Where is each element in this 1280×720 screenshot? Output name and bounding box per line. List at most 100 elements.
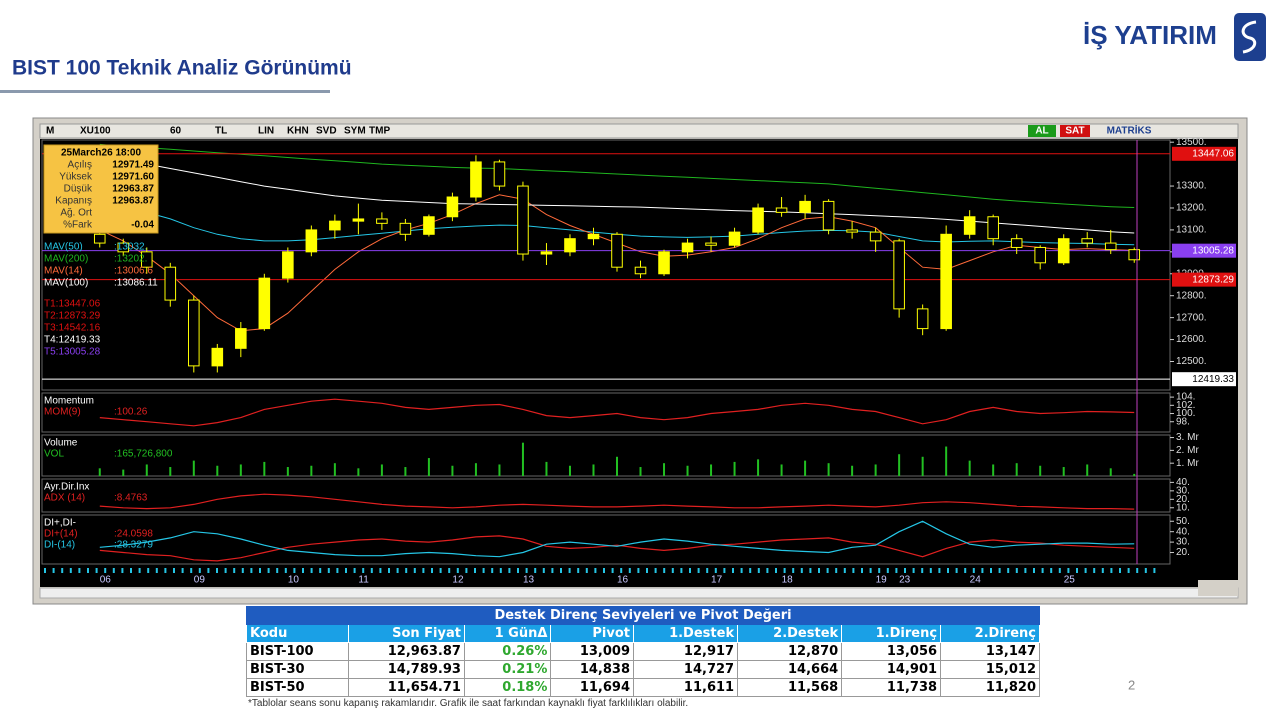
- toolbar-item[interactable]: XU100: [80, 126, 111, 137]
- time-dash: [689, 568, 691, 573]
- time-dash: [121, 568, 124, 573]
- time-dash: [835, 568, 838, 573]
- toolbar-item[interactable]: M: [46, 126, 54, 137]
- table-cell: 14,901: [841, 660, 942, 679]
- time-dash: [1093, 568, 1096, 573]
- candle-body: [822, 200, 835, 231]
- table-cell: 0.21%: [463, 660, 552, 679]
- level-box: [1172, 146, 1236, 161]
- y-tick-label: 13500.: [1176, 137, 1207, 148]
- time-dash: [577, 568, 580, 573]
- indicator-line: [99, 398, 1135, 427]
- time-dash: [302, 568, 304, 573]
- y-tick-label: 12700.: [1176, 312, 1207, 323]
- y-tick-label: 40.: [1176, 477, 1190, 488]
- candle-body: [376, 218, 388, 224]
- table-cell: 11,820: [940, 678, 1040, 697]
- level-box-label: 13447.06: [1192, 148, 1234, 159]
- time-dash: [560, 568, 562, 573]
- time-dash: [740, 568, 743, 573]
- volume-bar: [474, 463, 477, 476]
- candle-body: [517, 185, 529, 255]
- time-dash: [1015, 568, 1018, 573]
- time-dash: [766, 568, 769, 573]
- level-box: [1172, 372, 1236, 387]
- time-dash: [826, 568, 829, 573]
- volume-bar: [216, 465, 219, 476]
- toolbar-button-label[interactable]: SAT: [1065, 126, 1084, 137]
- time-dash: [87, 568, 89, 573]
- toolbar-item[interactable]: KHN: [287, 126, 309, 137]
- toolbar-button-label[interactable]: AL: [1035, 126, 1048, 137]
- title-underline: [0, 90, 330, 93]
- scrollbar[interactable]: [39, 587, 1239, 599]
- table-cell: 13,147: [940, 642, 1040, 661]
- candle-body: [987, 216, 999, 240]
- time-dash: [542, 568, 545, 573]
- volume-bar: [568, 465, 571, 476]
- volume-bar: [663, 463, 666, 476]
- volume-bar: [310, 465, 313, 476]
- time-dash: [508, 568, 511, 573]
- time-dash: [792, 568, 795, 573]
- time-dash: [379, 568, 382, 573]
- y-tick-label: 12600.: [1176, 334, 1207, 345]
- time-dash: [104, 568, 107, 573]
- volume-bar: [992, 464, 995, 476]
- y-tick-label: 3. Mr: [1176, 432, 1199, 443]
- volume-bar: [122, 469, 125, 476]
- time-dash: [1041, 568, 1044, 573]
- toolbar-item[interactable]: TL: [215, 126, 227, 137]
- time-dash: [216, 568, 218, 573]
- table-cell: Son Fiyat: [348, 624, 465, 643]
- time-dash: [439, 568, 442, 573]
- volume-bar: [169, 467, 172, 476]
- candle-body: [1128, 249, 1141, 261]
- table-cell: 12,870: [737, 642, 843, 661]
- x-tick-label: 09: [194, 575, 206, 586]
- table-cell: 11,611: [633, 678, 739, 697]
- toolbar-button-label[interactable]: MATRİKS: [1107, 124, 1152, 137]
- toolbar-item[interactable]: SVD: [316, 126, 337, 137]
- toolbar-button: [1093, 125, 1165, 137]
- volume-bar: [804, 460, 807, 476]
- legend-name: MAV(50): [44, 242, 83, 253]
- toolbar-item[interactable]: TMP: [369, 126, 390, 137]
- time-dash: [388, 568, 390, 573]
- time-dash: [181, 568, 184, 573]
- candle-body: [799, 200, 811, 213]
- time-dash: [396, 568, 399, 573]
- logo-mark: [1241, 20, 1257, 54]
- y-tick-label: 98.: [1176, 416, 1190, 427]
- time-dash: [95, 568, 98, 573]
- time-dash: [353, 568, 356, 573]
- table-row: Kodu Son Fiyat 1 GünΔ Pivot 1.Destek 2.Destek…: [245, 624, 1040, 643]
- candle-body: [963, 216, 976, 235]
- candle-body: [423, 216, 435, 235]
- time-dash: [646, 568, 648, 573]
- time-dash: [861, 568, 863, 573]
- table-cell: 12,963.87: [348, 642, 465, 661]
- nav-buttons[interactable]: [1198, 580, 1238, 596]
- toolbar-item[interactable]: LIN: [258, 126, 274, 137]
- volume-bar: [333, 463, 336, 476]
- toolbar-item[interactable]: SYM: [344, 126, 366, 137]
- x-tick-label: 06: [100, 575, 112, 586]
- candle-body: [540, 251, 553, 255]
- toolbar-item[interactable]: 60: [170, 126, 182, 137]
- time-dash: [370, 568, 373, 573]
- time-dash: [878, 568, 881, 573]
- time-dash: [663, 568, 666, 573]
- legend-name: ADX (14): [44, 493, 85, 504]
- table-cell: 11,738: [841, 678, 942, 697]
- table-cell: 13,056: [841, 642, 942, 661]
- candle-body: [305, 229, 318, 253]
- time-dash: [749, 568, 752, 573]
- time-dash: [697, 568, 700, 573]
- table-cell: 2.Direnç: [940, 624, 1040, 643]
- table-cell: 1.Destek: [633, 624, 739, 643]
- legend-value: :13086.11: [114, 278, 158, 289]
- table-cell: 15,012: [940, 660, 1040, 679]
- table-cell: BIST-50: [245, 678, 350, 697]
- candle-body: [282, 251, 294, 279]
